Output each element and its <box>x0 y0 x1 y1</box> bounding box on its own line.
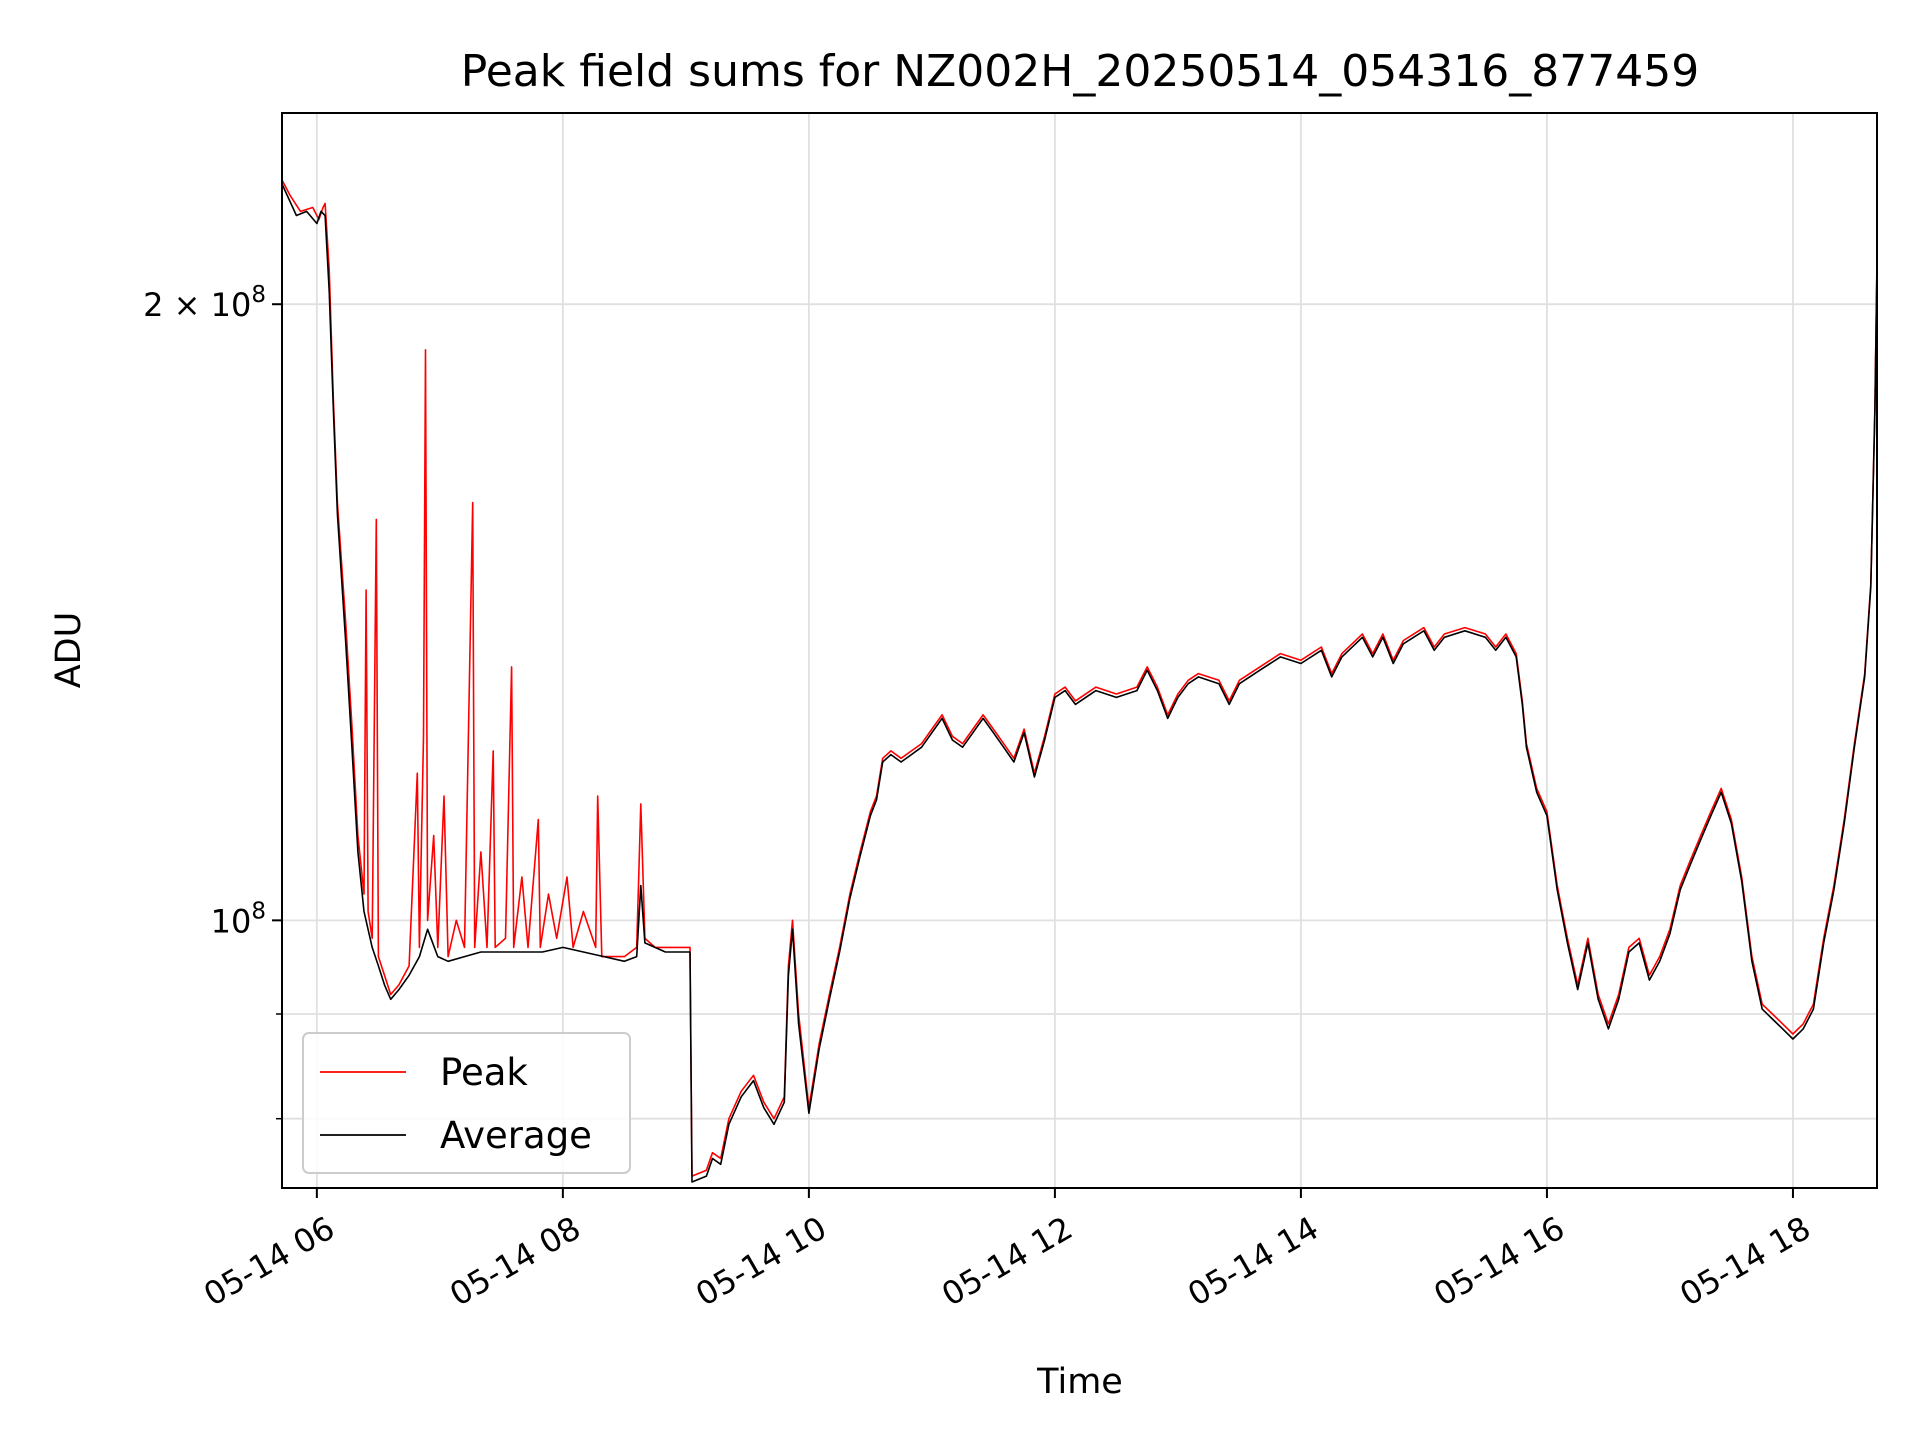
y-axis: 108 2 × 108 <box>143 282 282 1120</box>
legend-label-peak: Peak <box>440 1051 528 1094</box>
grid <box>282 113 1877 1188</box>
legend-box <box>302 1032 631 1174</box>
legend: Peak Average <box>302 1032 631 1174</box>
y-axis-label: ADU <box>49 612 89 689</box>
series-line-peak <box>281 179 1878 1177</box>
series-line-average <box>281 183 1878 1183</box>
series-layer <box>281 179 1878 1183</box>
legend-label-average: Average <box>440 1114 592 1157</box>
y-tick-label: 2 × 108 <box>143 282 266 324</box>
plot-frame <box>281 112 1878 1189</box>
chart-title: Peak field sums for NZ002H_20250514_0543… <box>461 46 1699 97</box>
y-tick-label: 108 <box>211 898 266 940</box>
x-axis-label: Time <box>1036 1362 1123 1402</box>
